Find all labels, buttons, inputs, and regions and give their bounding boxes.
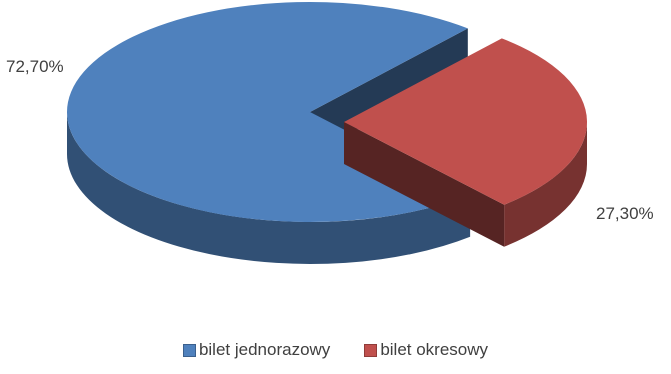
pie-slices [66, 1, 588, 265]
legend-swatch-icon [182, 343, 196, 357]
data-label-bilet-jednorazowy: 72,70% [6, 57, 64, 76]
pie-chart: 72,70% 27,30% [6, 1, 654, 265]
data-label-bilet-okresowy: 27,30% [596, 204, 654, 223]
legend-swatch-icon [364, 343, 378, 357]
pie-slice-face [344, 122, 505, 247]
pie-slice-side [504, 122, 587, 247]
legend-item-bilet-okresowy[interactable]: bilet okresowy [364, 340, 488, 360]
legend-label: bilet jednorazowy [198, 340, 331, 359]
pie-slice-side [67, 112, 471, 265]
pie-slice-top [344, 38, 588, 205]
legend-label: bilet okresowy [380, 340, 489, 359]
pie-slice-2[interactable] [344, 38, 588, 247]
legend: bilet jednorazowy bilet okresowy [0, 340, 671, 360]
legend-item-bilet-jednorazowy[interactable]: bilet jednorazowy [182, 340, 331, 360]
